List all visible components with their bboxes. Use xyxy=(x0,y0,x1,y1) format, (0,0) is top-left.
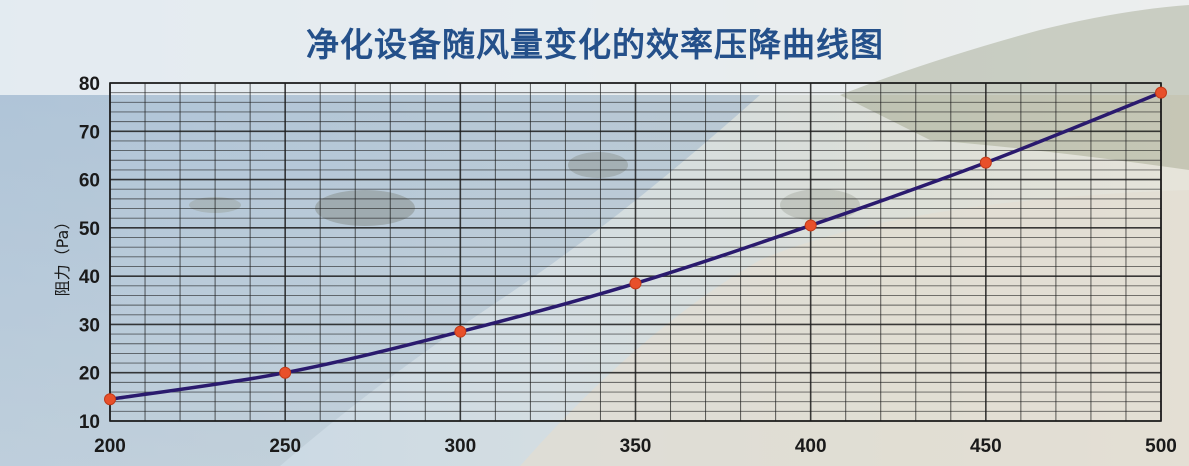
data-point xyxy=(629,277,642,290)
data-point xyxy=(1155,86,1167,99)
y-axis-label: 阻力（Pa） xyxy=(53,214,72,297)
x-tick-label: 500 xyxy=(1145,436,1177,457)
data-point xyxy=(979,156,992,169)
y-tick-labels: 10 20 30 40 50 60 70 80 xyxy=(79,74,100,433)
y-tick-label: 70 xyxy=(79,122,100,143)
x-tick-label: 450 xyxy=(970,436,1002,457)
y-tick-label: 30 xyxy=(79,315,100,336)
cliff-area xyxy=(840,5,1189,170)
rock-4 xyxy=(780,189,860,221)
series-group xyxy=(104,86,1167,406)
rock-3 xyxy=(568,152,628,178)
plot-frame xyxy=(109,82,1162,422)
x-tick-label: 400 xyxy=(795,436,827,457)
y-tick-label: 60 xyxy=(79,171,100,192)
chart-title: 净化设备随风量变化的效率压降曲线图 xyxy=(306,25,884,64)
y-tick-label: 10 xyxy=(79,412,100,433)
x-tick-label: 200 xyxy=(94,436,126,457)
y-tick-label: 80 xyxy=(79,74,100,95)
x-tick-label: 250 xyxy=(269,436,301,457)
data-point xyxy=(804,219,817,232)
x-tick-label: 300 xyxy=(444,436,476,457)
rocky-shore xyxy=(520,190,1189,466)
data-point xyxy=(454,325,467,338)
sky-band xyxy=(0,0,1189,95)
rock-1 xyxy=(315,190,415,226)
y-tick-label: 20 xyxy=(79,364,100,385)
data-point xyxy=(104,393,116,406)
data-point xyxy=(279,366,292,379)
y-tick-label: 40 xyxy=(79,267,100,288)
grid-lines xyxy=(109,82,1162,422)
y-tick-label: 50 xyxy=(79,219,100,240)
x-tick-labels: 200 250 300 350 400 450 500 xyxy=(94,436,1177,457)
x-tick-label: 350 xyxy=(620,436,652,457)
